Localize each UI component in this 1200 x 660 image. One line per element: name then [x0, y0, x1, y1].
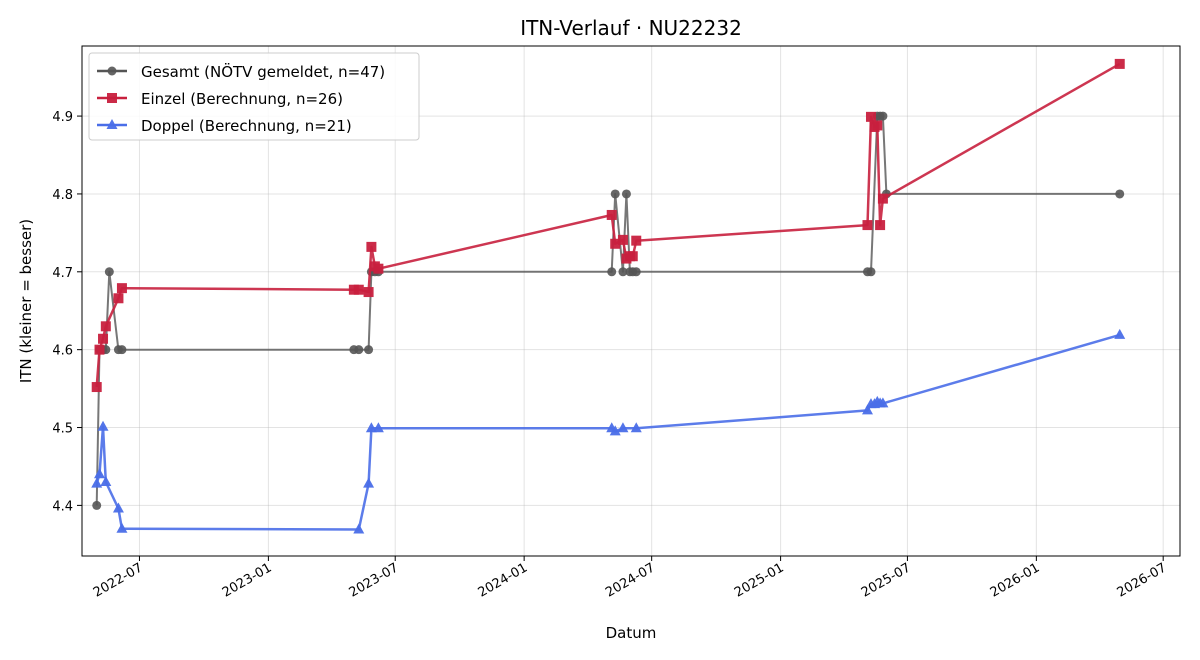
data-point-triangle [609, 425, 621, 436]
y-tick-label: 4.6 [52, 344, 73, 359]
data-point-triangle [1114, 328, 1126, 339]
data-point-square [363, 287, 374, 298]
data-point-square [373, 263, 384, 274]
legend-label: Gesamt (NÖTV gemeldet, n=47) [141, 62, 385, 81]
data-point-circle [1115, 189, 1125, 199]
plot-frame [81, 45, 1181, 557]
data-point-circle [117, 345, 127, 355]
legend-marker-circle [107, 66, 117, 76]
data-point-square [875, 220, 886, 231]
legend: Gesamt (NÖTV gemeldet, n=47) Einzel (Bere… [88, 52, 420, 141]
data-point-triangle [353, 523, 365, 534]
data-point-square [610, 238, 621, 249]
data-point-square [627, 251, 638, 262]
data-point-square [606, 209, 617, 220]
y-tick-label: 4.7 [52, 266, 73, 281]
data-point-circle [607, 267, 617, 277]
legend-marker-square [107, 93, 117, 103]
legend-entry: Einzel (Berechnung, n=26) [97, 90, 343, 108]
data-point-triangle [112, 502, 124, 513]
data-point-triangle [363, 477, 375, 488]
y-tick-label: 4.9 [52, 110, 73, 125]
data-point-square [94, 344, 105, 355]
legend-box [88, 52, 420, 141]
data-point-square [872, 120, 883, 131]
data-point-circle [621, 189, 631, 199]
data-point-circle [364, 345, 374, 355]
data-point-square [1114, 58, 1125, 69]
series-square [91, 58, 1125, 393]
data-point-triangle [365, 422, 377, 433]
y-tick-label: 4.5 [52, 422, 73, 437]
data-point-square [366, 241, 377, 252]
y-tick-label: 4.8 [52, 188, 73, 203]
data-point-triangle [630, 422, 642, 433]
data-point-square [865, 111, 876, 122]
chart-title: ITN-Verlauf · NU22232 [520, 16, 742, 40]
series-layer [91, 58, 1126, 534]
data-point-circle [354, 345, 364, 355]
data-point-circle [631, 267, 641, 277]
y-tick-label: 4.4 [52, 499, 73, 514]
y-axis-ticks: 4.4 4.5 4.6 4.7 4.8 4.9 [52, 110, 82, 514]
legend-marker-triangle [106, 119, 118, 129]
data-point-square [91, 382, 102, 393]
data-point-square [116, 283, 127, 294]
data-point-circle [92, 500, 102, 510]
data-point-square [631, 235, 642, 246]
data-point-square [877, 193, 888, 204]
x-axis-label: Datum [606, 624, 657, 642]
data-point-square [862, 220, 873, 231]
legend-label: Einzel (Berechnung, n=26) [141, 90, 343, 108]
series-triangle [91, 328, 1126, 534]
legend-entry: Gesamt (NÖTV gemeldet, n=47) [97, 62, 385, 81]
data-point-square [353, 284, 364, 295]
data-point-triangle [97, 420, 109, 431]
data-point-circle [104, 267, 114, 277]
data-point-triangle [94, 468, 106, 479]
data-point-triangle [116, 522, 128, 533]
data-point-circle [878, 111, 888, 121]
data-point-square [100, 321, 111, 332]
legend-label: Doppel (Berechnung, n=21) [141, 117, 352, 135]
data-point-triangle [861, 404, 873, 415]
y-axis-label: ITN (kleiner = besser) [17, 219, 35, 383]
data-point-triangle [91, 477, 103, 488]
data-point-square [617, 234, 628, 245]
data-point-triangle [877, 397, 889, 408]
data-point-square [98, 333, 109, 344]
data-point-triangle [372, 422, 384, 433]
data-point-circle [618, 267, 628, 277]
legend-entry: Doppel (Berechnung, n=21) [97, 117, 352, 135]
data-point-triangle [100, 476, 112, 487]
data-point-square [113, 293, 124, 304]
data-point-triangle [617, 422, 629, 433]
data-point-circle [866, 267, 876, 277]
data-point-circle [610, 189, 620, 199]
